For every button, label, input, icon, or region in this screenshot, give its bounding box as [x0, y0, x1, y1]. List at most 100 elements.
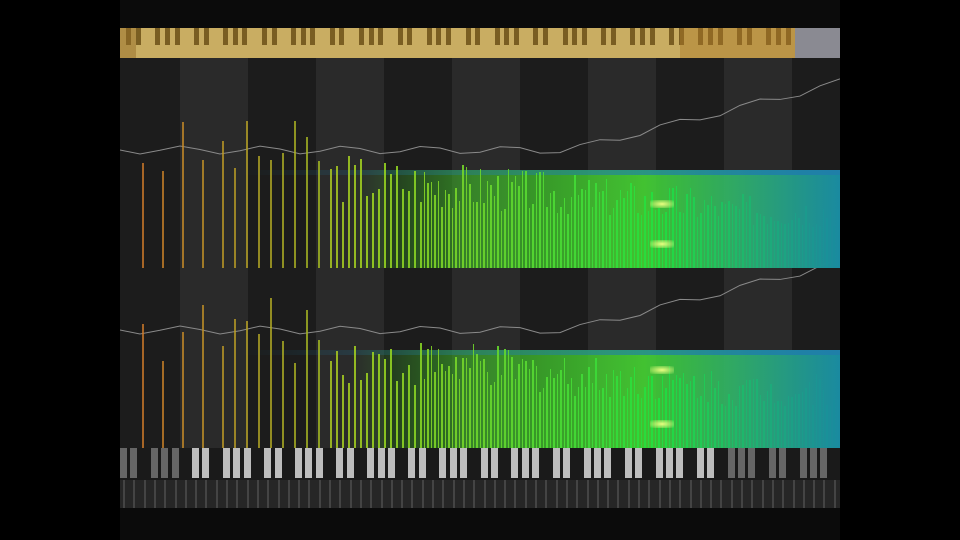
frequency-bar: [462, 358, 464, 448]
black-key: [630, 28, 636, 45]
frequency-bar: [717, 380, 719, 448]
black-key: [494, 28, 500, 45]
frequency-bar: [246, 320, 248, 448]
frequency-bar: [462, 165, 464, 268]
key-marker: [607, 480, 610, 508]
frequency-bar: [675, 186, 677, 268]
frequency-bar: [282, 152, 284, 268]
frequency-bar: [294, 121, 296, 268]
frequency-bar: [420, 342, 422, 448]
black-key: [678, 28, 684, 45]
frequency-bar: [549, 192, 551, 268]
frequency-bar: [819, 379, 821, 448]
frequency-bar: [770, 216, 772, 268]
frequency-bar: [444, 370, 446, 448]
frequency-bar: [780, 223, 782, 268]
key-marker: [143, 480, 146, 508]
pitch-trace: [120, 78, 840, 335]
key-marker: [236, 480, 239, 508]
frequency-bar: [626, 190, 628, 268]
frequency-bar: [542, 387, 544, 448]
frequency-bar: [476, 202, 478, 268]
frequency-bar: [773, 220, 775, 268]
key-marker: [483, 480, 486, 508]
frequency-bar: [584, 387, 586, 448]
frequency-bar: [486, 180, 488, 268]
black-key: [203, 28, 209, 45]
frequency-bar: [773, 403, 775, 448]
frequency-bar: [623, 396, 625, 448]
frequency-bar: [514, 176, 516, 268]
frequency-bar: [458, 378, 460, 448]
black-key: [465, 28, 471, 45]
black-key: [164, 28, 170, 45]
frequency-bar: [396, 380, 398, 448]
frequency-bar: [602, 387, 604, 448]
black-key: [378, 28, 384, 45]
frequency-bar: [539, 391, 541, 448]
frequency-bar: [609, 215, 611, 268]
frequency-bar: [836, 208, 838, 268]
frequency-bar: [745, 202, 747, 268]
frequency-bar: [563, 197, 565, 268]
key-marker: [689, 480, 692, 508]
inactive-keys: [120, 28, 136, 58]
spectrum-channel-right: [120, 280, 840, 448]
frequency-bar: [710, 196, 712, 268]
frequency-bar: [448, 193, 450, 268]
white-key: [490, 448, 498, 478]
key-marker: [123, 480, 125, 508]
frequency-bar: [812, 405, 814, 448]
frequency-bar: [745, 379, 747, 448]
frequency-bar: [591, 383, 593, 448]
white-key: [552, 448, 560, 478]
white-key: [377, 448, 385, 478]
frequency-bar: [423, 171, 425, 268]
key-marker: [627, 480, 630, 508]
frequency-bar: [444, 190, 446, 268]
frequency-bar: [472, 343, 474, 448]
frequency-bar: [787, 223, 789, 268]
frequency-bar: [731, 400, 733, 448]
key-marker: [617, 480, 620, 508]
white-key: [624, 448, 632, 478]
key-marker: [514, 480, 517, 508]
black-key: [310, 28, 316, 45]
frequency-bar: [602, 191, 604, 268]
frequency-bar: [759, 395, 761, 448]
frequency-bar: [728, 200, 730, 268]
frequency-bar: [396, 165, 398, 268]
black-key: [562, 28, 568, 45]
frequency-bar: [330, 360, 332, 448]
frequency-bar: [234, 318, 236, 448]
frequency-bar: [560, 207, 562, 268]
frequency-bar: [528, 369, 530, 448]
frequency-bar: [693, 375, 695, 448]
frequency-bar: [490, 385, 492, 448]
frequency-bar: [644, 195, 646, 268]
key-marker: [380, 480, 383, 508]
frequency-bar: [402, 189, 404, 268]
frequency-bar: [574, 395, 576, 448]
white-key: [696, 448, 704, 478]
frequency-bar: [202, 159, 204, 268]
frequency-bar: [665, 211, 667, 268]
frequency-bar: [784, 405, 786, 448]
frequency-bar: [693, 196, 695, 268]
frequency-bar: [222, 141, 224, 268]
frequency-bar: [682, 372, 684, 448]
frequency-bar: [504, 209, 506, 268]
frequency-bar: [689, 188, 691, 268]
frequency-bar: [770, 384, 772, 448]
frequency-bar: [644, 387, 646, 448]
white-key: [130, 448, 138, 478]
key-marker: [164, 480, 167, 508]
frequency-bar: [483, 358, 485, 448]
frequency-bar: [752, 379, 754, 448]
frequency-bar: [829, 405, 831, 448]
key-marker: [730, 480, 733, 508]
frequency-bar: [651, 376, 653, 448]
key-marker: [668, 480, 671, 508]
key-marker: [339, 480, 342, 508]
frequency-bar: [497, 176, 499, 268]
